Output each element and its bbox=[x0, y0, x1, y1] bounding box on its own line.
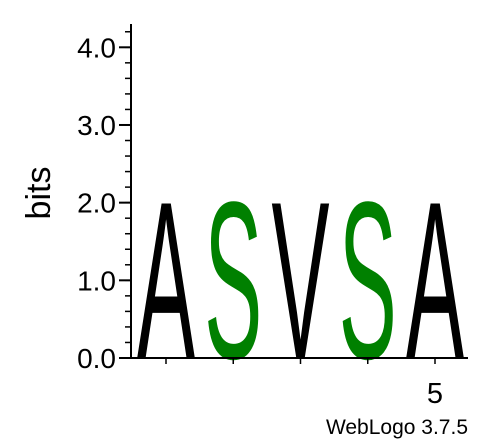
logo-letter-A-pos-1: A bbox=[137, 156, 195, 407]
logo-letter-S-pos-2: S bbox=[204, 156, 262, 407]
weblogo-version-footer: WebLogo 3.7.5 bbox=[326, 416, 468, 439]
logo-letter-A-pos-5: A bbox=[406, 156, 464, 407]
y-tick-label: 3.0 bbox=[77, 110, 116, 141]
logo-letter-S-pos-4: S bbox=[339, 156, 397, 407]
y-axis-label: bits bbox=[20, 167, 58, 220]
logo-letter-V-pos-3: V bbox=[271, 156, 329, 407]
y-tick-label: 4.0 bbox=[77, 32, 116, 63]
axes: 0.0 1.0 2.0 3.0 4.0 5 bbox=[77, 24, 468, 410]
y-tick-label: 2.0 bbox=[77, 188, 116, 219]
y-tick-label: 1.0 bbox=[77, 265, 116, 296]
y-tick-label: 0.0 bbox=[77, 343, 116, 374]
x-tick-label: 5 bbox=[427, 378, 443, 410]
